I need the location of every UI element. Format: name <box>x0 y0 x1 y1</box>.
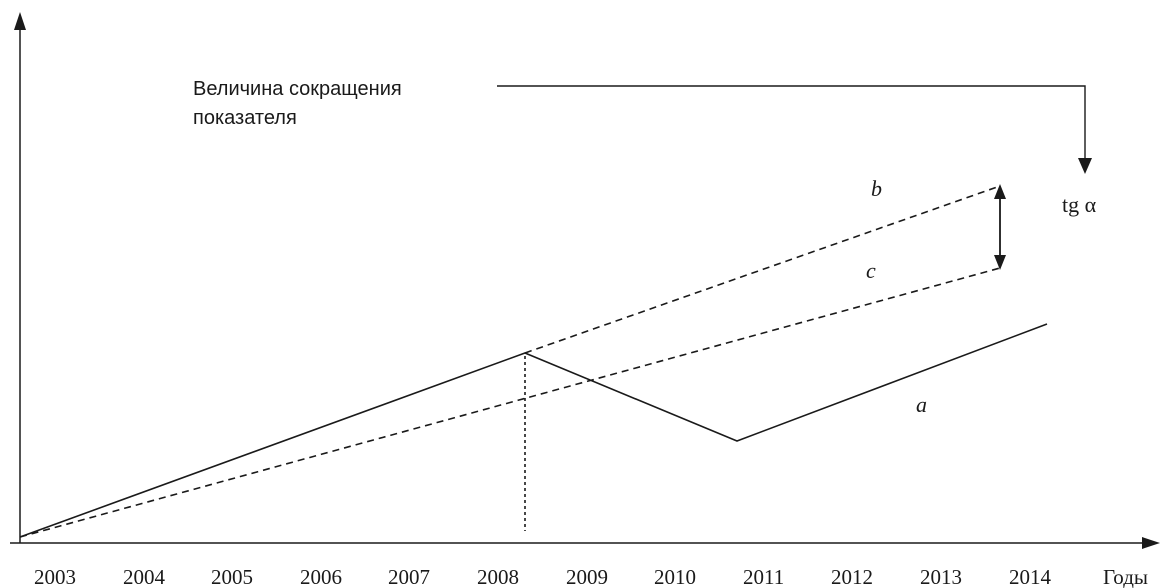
annotation-line-1: Величина сокращения <box>193 78 402 100</box>
arrow-down-icon <box>1078 158 1092 174</box>
x-tick-label: 2007 <box>388 565 430 588</box>
x-tick-label: 2006 <box>300 565 342 588</box>
label-b: b <box>871 176 882 201</box>
line-labels: b c a tg α <box>866 176 1097 417</box>
axes <box>10 12 1160 549</box>
x-tick-label: 2003 <box>34 565 76 588</box>
label-tg-alpha: tg α <box>1062 192 1097 217</box>
x-tick-label: 2010 <box>654 565 696 588</box>
x-tick-label: 2013 <box>920 565 962 588</box>
x-tick-label: 2009 <box>566 565 608 588</box>
annotation-text: Величина сокращения показателя <box>193 78 402 129</box>
label-c: c <box>866 258 876 283</box>
double-arrow-icon <box>994 184 1006 270</box>
line-b <box>524 185 1001 354</box>
line-c <box>19 267 1001 538</box>
x-tick-label: 2004 <box>123 565 166 588</box>
x-axis-unit: Годы <box>1103 565 1148 588</box>
x-tick-label: 2014 <box>1009 565 1052 588</box>
line-a <box>19 323 1048 538</box>
x-tick-labels: 2003 2004 2005 2006 2007 2008 2009 2010 … <box>34 565 1148 588</box>
annotation-connector <box>497 85 1092 174</box>
x-tick-label: 2008 <box>477 565 519 588</box>
arrow-up-icon <box>14 12 26 30</box>
label-a: a <box>916 392 927 417</box>
arrow-right-icon <box>1142 537 1160 549</box>
x-tick-label: 2011 <box>743 565 784 588</box>
x-tick-label: 2012 <box>831 565 873 588</box>
x-tick-label: 2005 <box>211 565 253 588</box>
annotation-line-2: показателя <box>193 107 297 129</box>
connector-line <box>497 85 1086 162</box>
